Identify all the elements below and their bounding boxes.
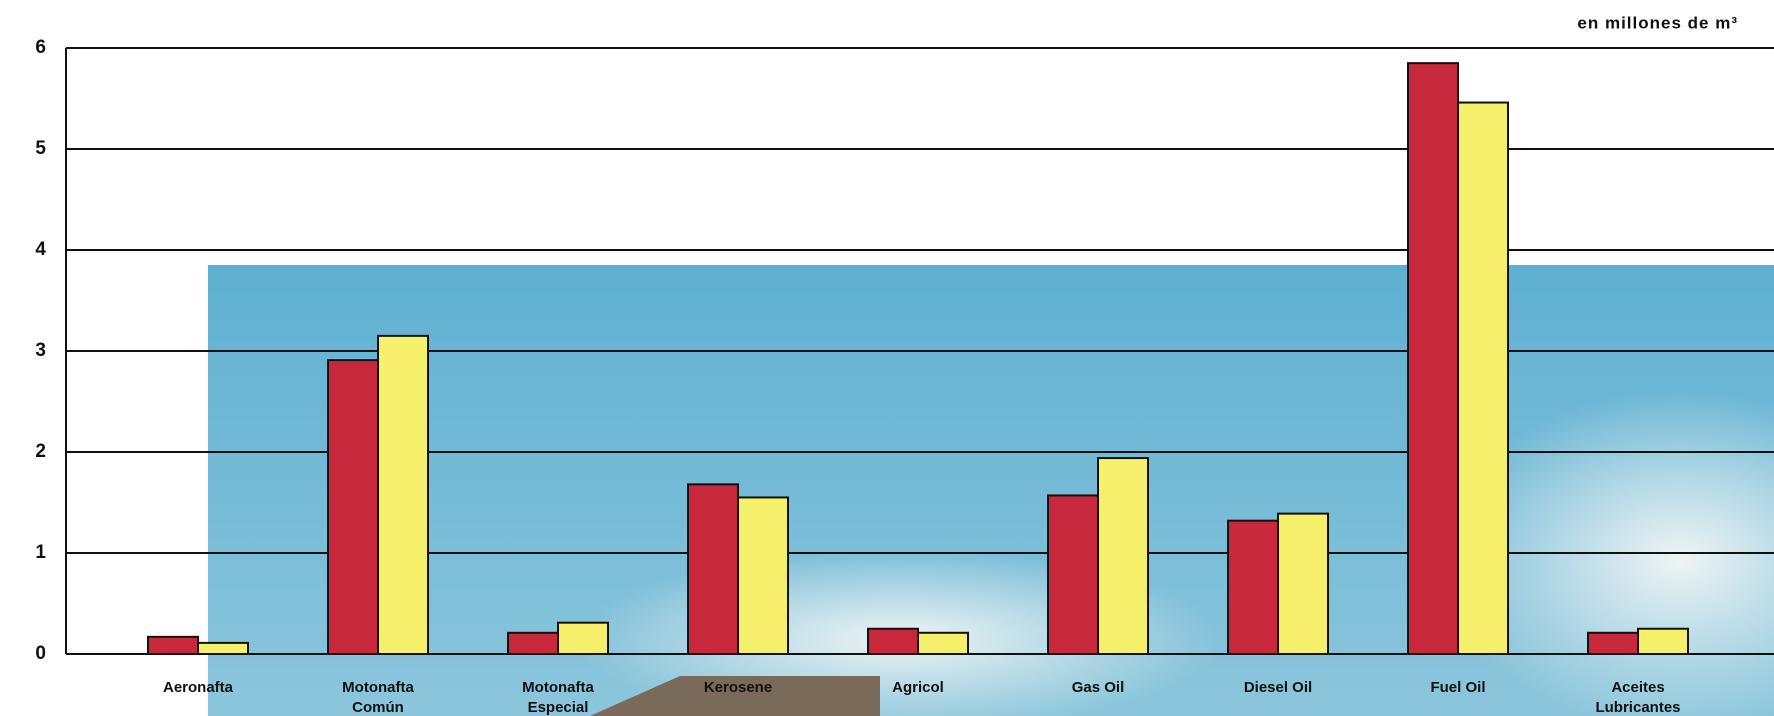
bar bbox=[687, 483, 739, 655]
bar bbox=[1587, 631, 1639, 655]
bar bbox=[327, 359, 379, 655]
bar bbox=[1457, 101, 1509, 656]
x-tick-label: Lubricantes bbox=[1595, 699, 1680, 716]
x-tick-label: Aceites bbox=[1611, 679, 1664, 696]
x-tick-label: Común bbox=[352, 699, 404, 716]
y-tick-label: 2 bbox=[35, 441, 46, 462]
bar bbox=[507, 631, 559, 655]
y-tick-label: 5 bbox=[35, 138, 46, 159]
bar bbox=[1407, 62, 1459, 655]
bar bbox=[197, 641, 249, 656]
y-tick-label: 0 bbox=[35, 643, 46, 664]
building bbox=[590, 676, 880, 716]
x-tick-label: Aeronafta bbox=[163, 679, 234, 696]
bar bbox=[377, 334, 429, 655]
x-tick-label: Motonafta bbox=[522, 679, 594, 696]
x-tick-label: Kerosene bbox=[704, 679, 772, 696]
bar bbox=[737, 496, 789, 656]
x-tick-label: Motonafta bbox=[342, 679, 414, 696]
bar bbox=[1637, 627, 1689, 655]
bar bbox=[557, 621, 609, 656]
bar bbox=[1277, 512, 1329, 655]
x-tick-label: Diesel Oil bbox=[1244, 679, 1312, 696]
y-tick-label: 6 bbox=[35, 37, 46, 58]
y-tick-label: 3 bbox=[35, 340, 46, 361]
x-tick-label: Especial bbox=[528, 699, 589, 716]
bar bbox=[917, 631, 969, 655]
x-tick-label: Gas Oil bbox=[1072, 679, 1125, 696]
bar bbox=[1047, 494, 1099, 655]
x-tick-label: Fuel Oil bbox=[1430, 679, 1485, 696]
y-tick-label: 4 bbox=[35, 239, 46, 260]
bar bbox=[147, 635, 199, 656]
y-tick-label: 1 bbox=[35, 542, 46, 563]
bar bbox=[1227, 519, 1279, 655]
unit-label: en millones de m³ bbox=[1577, 13, 1738, 32]
bar bbox=[867, 627, 919, 655]
x-tick-label: Agricol bbox=[892, 679, 944, 696]
bar bbox=[1097, 457, 1149, 655]
